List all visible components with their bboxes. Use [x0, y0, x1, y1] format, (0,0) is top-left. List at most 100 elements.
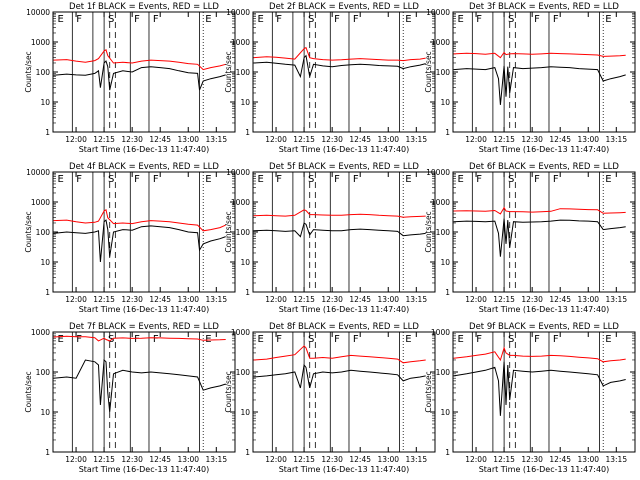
panel-title: Det 1f BLACK = Events, RED = LLD	[69, 2, 219, 12]
plot-frame	[52, 11, 236, 133]
series-line-lld	[253, 345, 426, 364]
y-axis-label: Counts/sec	[24, 51, 33, 92]
x-tick-label: 12:45	[549, 295, 571, 304]
x-tick-label: 12:15	[93, 455, 115, 464]
x-tick-label: 13:00	[177, 295, 199, 304]
panel-title: Det 2f BLACK = Events, RED = LLD	[269, 2, 419, 12]
plot-frame	[252, 171, 436, 293]
y-tick-label: 1	[445, 288, 450, 297]
y-tick-label: 10	[440, 98, 450, 107]
mode-marker-label: E	[457, 174, 463, 185]
y-tick-label: 100	[436, 228, 451, 237]
x-tick-label: 12:00	[465, 455, 487, 464]
y-tick-label: 100	[236, 368, 251, 377]
mode-marker-label: E	[457, 14, 463, 25]
y-tick-label: 1000	[431, 328, 450, 337]
y-tick-label: 1	[445, 128, 450, 137]
mode-marker-label: S	[308, 174, 314, 185]
x-axis-label: Start Time (16-Dec-13 11:47:40)	[479, 305, 610, 314]
x-tick-label: 13:00	[577, 135, 599, 144]
x-tick-label: 13:00	[177, 135, 199, 144]
y-tick-label: 10	[240, 258, 250, 267]
panel-det-4: Det 4f BLACK = Events, RED = LLD E F S F F E 1 1…	[24, 162, 236, 314]
y-tick-label: 100	[36, 68, 51, 77]
x-tick-label: 12:45	[349, 455, 371, 464]
x-tick-label: 12:00	[65, 295, 87, 304]
y-tick-label: 10000	[226, 8, 250, 17]
x-tick-label: 12:15	[493, 455, 515, 464]
panel-title: Det 9f BLACK = Events, RED = LLD	[469, 322, 619, 332]
series-line-events	[253, 54, 426, 79]
panel-title: Det 3f BLACK = Events, RED = LLD	[469, 2, 619, 12]
mode-marker-label: E	[57, 334, 63, 345]
series-line-events	[53, 219, 226, 263]
x-tick-label: 12:15	[293, 295, 315, 304]
y-tick-label: 10000	[426, 168, 450, 177]
panel-title: Det 8f BLACK = Events, RED = LLD	[269, 322, 419, 332]
plot-frame	[52, 331, 236, 453]
y-tick-label: 10	[40, 258, 50, 267]
x-axis-label: Start Time (16-Dec-13 11:47:40)	[279, 145, 410, 154]
x-tick-label: 12:15	[93, 295, 115, 304]
y-tick-label: 1000	[431, 198, 450, 207]
x-tick-label: 12:15	[493, 135, 515, 144]
mode-marker-label: F	[76, 334, 82, 345]
mode-marker-label: E	[405, 14, 411, 25]
y-tick-label: 100	[236, 68, 251, 77]
y-tick-label: 100	[436, 68, 451, 77]
mode-marker-label: F	[476, 174, 482, 185]
mode-marker-label: F	[276, 174, 282, 185]
x-axis-label: Start Time (16-Dec-13 11:47:40)	[279, 305, 410, 314]
y-tick-label: 100	[36, 368, 51, 377]
mode-marker-label: F	[553, 334, 559, 345]
mode-marker-label: E	[405, 334, 411, 345]
x-tick-label: 13:15	[605, 295, 627, 304]
x-axis-label: Start Time (16-Dec-13 11:47:40)	[79, 465, 210, 474]
y-axis-label: Counts/sec	[424, 211, 433, 252]
y-axis-label: Counts/sec	[224, 211, 233, 252]
y-tick-label: 10000	[26, 168, 50, 177]
y-tick-label: 1	[45, 128, 50, 137]
panel-det-8: Det 8f BLACK = Events, RED = LLD E F S F F E 1 1…	[224, 322, 436, 474]
plot-frame	[252, 11, 436, 133]
y-tick-label: 10	[240, 98, 250, 107]
x-tick-label: 13:15	[405, 455, 427, 464]
mode-marker-label: E	[57, 174, 63, 185]
y-axis-label: Counts/sec	[424, 51, 433, 92]
x-tick-label: 12:45	[149, 295, 171, 304]
y-axis-label: Counts/sec	[24, 211, 33, 252]
mode-marker-label: F	[534, 334, 540, 345]
x-tick-label: 12:30	[521, 295, 543, 304]
panel-title: Det 7f BLACK = Events, RED = LLD	[69, 322, 219, 332]
mode-marker-label: S	[508, 174, 514, 185]
x-tick-label: 13:15	[205, 295, 227, 304]
x-tick-label: 12:15	[493, 295, 515, 304]
panel-det-2: Det 2f BLACK = Events, RED = LLD E F S F F E 1 1…	[224, 2, 436, 154]
panel-title: Det 5f BLACK = Events, RED = LLD	[269, 162, 419, 172]
mode-marker-label: F	[153, 174, 159, 185]
series-line-lld	[53, 335, 226, 342]
series-line-events	[53, 60, 226, 91]
x-tick-label: 13:00	[577, 455, 599, 464]
mode-marker-label: F	[553, 14, 559, 25]
x-axis-label: Start Time (16-Dec-13 11:47:40)	[79, 305, 210, 314]
mode-marker-label: F	[76, 14, 82, 25]
x-tick-label: 12:30	[121, 135, 143, 144]
mode-marker-label: E	[605, 334, 611, 345]
y-axis-label: Counts/sec	[424, 371, 433, 412]
mode-marker-label: E	[257, 174, 263, 185]
y-axis-label: Counts/sec	[224, 371, 233, 412]
mode-marker-label: F	[134, 174, 140, 185]
mode-marker-label: F	[553, 174, 559, 185]
x-tick-label: 13:15	[605, 135, 627, 144]
x-tick-label: 12:00	[265, 295, 287, 304]
y-axis-label: Counts/sec	[224, 51, 233, 92]
y-tick-label: 1000	[231, 328, 250, 337]
y-tick-label: 10	[440, 408, 450, 417]
y-tick-label: 100	[236, 228, 251, 237]
mode-marker-label: F	[534, 174, 540, 185]
x-tick-label: 13:00	[377, 135, 399, 144]
panel-det-6: Det 6f BLACK = Events, RED = LLD E F S F F E 1 1…	[424, 162, 636, 314]
mode-marker-label: E	[205, 14, 211, 25]
y-tick-label: 1000	[31, 38, 50, 47]
